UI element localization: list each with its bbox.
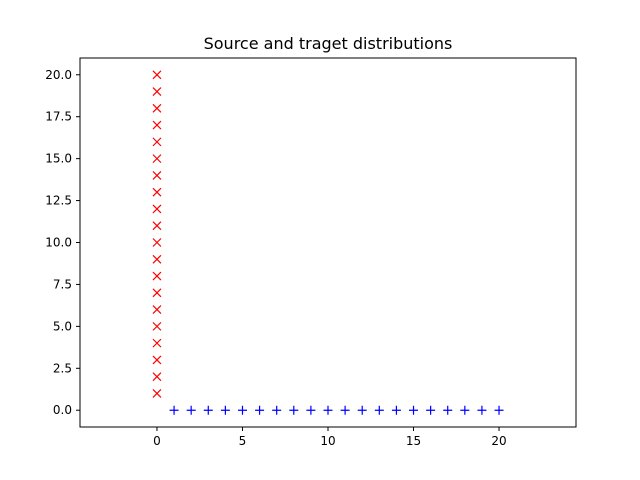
- x-marker-point: [152, 288, 162, 298]
- x-marker-point: [152, 305, 162, 315]
- y-tick-label: 17.5: [45, 110, 72, 124]
- plus-marker-point: [494, 405, 504, 415]
- x-tick-label: 20: [491, 434, 506, 448]
- plus-marker-point: [340, 405, 350, 415]
- y-tick-label: 12.5: [45, 194, 72, 208]
- plus-marker-point: [220, 405, 230, 415]
- x-marker-point: [152, 70, 162, 80]
- x-marker-point: [152, 338, 162, 348]
- y-tick-label: 20.0: [45, 68, 72, 82]
- plus-marker-point: [272, 405, 282, 415]
- plus-marker-point: [460, 405, 470, 415]
- plus-marker-point: [409, 405, 419, 415]
- x-marker-point: [152, 238, 162, 247]
- x-marker-point: [152, 271, 162, 281]
- plus-marker-point: [289, 405, 299, 415]
- plus-marker-point: [443, 405, 453, 415]
- y-tick-label: 2.5: [53, 361, 72, 375]
- chart-title: Source and traget distributions: [204, 34, 453, 53]
- x-marker-point: [152, 187, 162, 197]
- y-tick-label: 7.5: [53, 277, 72, 291]
- plus-marker-point: [237, 405, 247, 415]
- x-tick-label: 5: [239, 434, 247, 448]
- plot-frame: [79, 57, 577, 428]
- y-tick-label: 0.0: [53, 403, 72, 417]
- plus-marker-point: [357, 405, 367, 415]
- plus-marker-point: [374, 405, 384, 415]
- plus-marker-point: [477, 405, 487, 415]
- plus-marker-point: [306, 405, 316, 415]
- x-marker-point: [152, 221, 162, 231]
- plus-marker-point: [323, 405, 333, 415]
- plus-marker-point: [169, 405, 179, 415]
- x-marker-point: [152, 372, 162, 382]
- y-tick-label: 10.0: [45, 236, 72, 250]
- x-marker-point: [152, 389, 162, 398]
- x-marker-point: [152, 120, 162, 130]
- plus-marker-point: [391, 405, 401, 415]
- plus-marker-point: [426, 405, 436, 415]
- x-tick-label: 15: [406, 434, 421, 448]
- x-tick-label: 10: [320, 434, 335, 448]
- x-marker-point: [152, 87, 162, 96]
- x-marker-point: [152, 321, 162, 331]
- plus-marker-point: [186, 405, 196, 415]
- x-marker-point: [152, 355, 162, 365]
- x-marker-point: [152, 103, 162, 113]
- x-marker-point: [152, 254, 162, 264]
- x-marker-point: [152, 137, 162, 147]
- x-marker-point: [152, 154, 162, 164]
- y-tick-label: 5.0: [53, 319, 72, 333]
- axis-ticks: 0 5 10 15 20 0.0 2.5 5.0 7.5 10.0 12.5 15.0 17.5 20.0: [45, 68, 506, 448]
- x-tick-label: 0: [153, 434, 161, 448]
- plus-marker-point: [203, 405, 213, 415]
- data-points: [152, 70, 504, 415]
- plus-marker-point: [255, 405, 265, 415]
- y-tick-label: 15.0: [45, 152, 72, 166]
- x-marker-point: [152, 204, 162, 214]
- x-marker-point: [152, 170, 162, 180]
